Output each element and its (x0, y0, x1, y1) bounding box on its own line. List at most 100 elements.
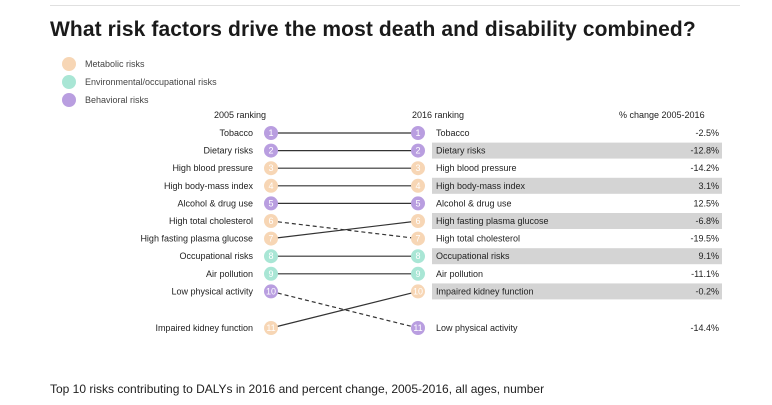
right-rank-label: Dietary risks (436, 146, 486, 156)
left-rank-number: 10 (266, 286, 276, 296)
percent-change-value: 3.1% (698, 181, 719, 191)
legend-item-environmental: Environmental/occupational risks (62, 73, 217, 91)
legend: Metabolic risks Environmental/occupation… (62, 55, 217, 109)
left-rank-circle-5 (264, 196, 278, 211)
legend-item-metabolic: Metabolic risks (62, 55, 217, 73)
top-divider (50, 5, 740, 6)
left-rank-label: Impaired kidney function (155, 323, 253, 333)
right-column-header: 2016 ranking (412, 110, 465, 120)
right-rank-circle-8 (411, 249, 425, 264)
left-rank-circle-11 (264, 321, 278, 335)
left-rank-number: 9 (268, 269, 273, 279)
left-rank-circle-2 (264, 143, 278, 158)
legend-swatch-metabolic (62, 57, 76, 71)
right-rank-number: 2 (415, 146, 420, 156)
right-rank-number: 3 (415, 163, 420, 173)
left-rank-label: Tobacco (219, 128, 253, 138)
left-rank-circle-7 (264, 231, 278, 246)
legend-label: Behavioral risks (85, 95, 149, 105)
left-rank-label: Alcohol & drug use (177, 198, 253, 208)
right-rank-circle-1 (411, 126, 425, 140)
percent-change-value: -11.1% (691, 269, 719, 279)
right-rank-number: 6 (415, 216, 420, 226)
left-rank-label: High fasting plasma glucose (140, 234, 253, 244)
right-rank-label: Air pollution (436, 269, 483, 279)
left-rank-number: 3 (268, 163, 273, 173)
right-rank-number: 11 (413, 323, 422, 333)
row-highlight-6 (432, 213, 722, 229)
right-rank-number: 8 (415, 251, 420, 261)
right-rank-label: Occupational risks (436, 251, 510, 261)
right-rank-label: High fasting plasma glucose (436, 216, 549, 226)
left-rank-circle-1 (264, 126, 278, 140)
right-rank-number: 10 (413, 286, 423, 296)
right-rank-label: Alcohol & drug use (436, 198, 512, 208)
change-column-header: % change 2005-2016 (619, 110, 705, 120)
legend-item-behavioral: Behavioral risks (62, 91, 217, 109)
right-rank-circle-6 (411, 214, 425, 228)
right-rank-number: 9 (415, 269, 420, 279)
chart-caption: Top 10 risks contributing to DALYs in 20… (50, 382, 545, 396)
left-rank-circle-3 (264, 161, 278, 176)
left-rank-label: High blood pressure (172, 163, 253, 173)
right-rank-label: Tobacco (436, 128, 470, 138)
left-rank-number: 4 (268, 181, 273, 191)
percent-change-value: 12.5% (693, 198, 719, 208)
percent-change-value: -2.5% (695, 128, 719, 138)
percent-change-value: 9.1% (698, 251, 719, 261)
left-rank-label: Dietary risks (203, 146, 253, 156)
left-rank-circle-6 (264, 214, 278, 228)
left-rank-number: 5 (268, 198, 273, 208)
right-rank-circle-7 (411, 231, 425, 246)
right-rank-number: 1 (415, 128, 420, 138)
right-rank-circle-10 (411, 284, 425, 299)
left-rank-label: Low physical activity (171, 286, 253, 296)
link-10-to-11 (270, 290, 419, 329)
percent-change-value: -14.4% (690, 323, 719, 333)
right-rank-label: High body-mass index (436, 181, 526, 191)
right-rank-circle-3 (411, 161, 425, 176)
legend-swatch-behavioral (62, 93, 76, 107)
left-rank-number: 11 (266, 323, 275, 333)
legend-label: Metabolic risks (85, 59, 145, 69)
percent-change-value: -14.2% (690, 163, 719, 173)
percent-change-value: -6.8% (695, 216, 719, 226)
right-rank-number: 5 (415, 198, 420, 208)
legend-label: Environmental/occupational risks (85, 77, 217, 87)
percent-change-value: -12.8% (690, 146, 719, 156)
right-rank-circle-11 (411, 321, 425, 335)
row-highlight-8 (432, 248, 722, 265)
right-rank-label: Low physical activity (436, 323, 518, 333)
right-rank-label: High blood pressure (436, 163, 517, 173)
legend-swatch-environmental (62, 75, 76, 89)
left-rank-number: 2 (268, 146, 273, 156)
left-rank-circle-4 (264, 178, 278, 193)
percent-change-value: -0.2% (695, 286, 719, 296)
left-rank-label: Occupational risks (179, 251, 253, 261)
left-rank-number: 8 (268, 251, 273, 261)
right-rank-label: Impaired kidney function (436, 286, 534, 296)
left-rank-number: 6 (268, 216, 273, 226)
left-rank-label: High body-mass index (164, 181, 254, 191)
left-rank-circle-10 (264, 284, 278, 299)
link-11-to-10 (270, 290, 419, 329)
link-7-to-6 (270, 220, 419, 240)
right-rank-number: 7 (415, 234, 420, 244)
left-rank-label: Air pollution (206, 269, 253, 279)
left-rank-label: High total cholesterol (169, 216, 253, 226)
left-column-header: 2005 ranking (214, 110, 267, 120)
right-rank-label: High total cholesterol (436, 234, 520, 244)
right-rank-circle-4 (411, 178, 425, 193)
link-6-to-7 (270, 220, 419, 240)
right-rank-circle-5 (411, 196, 425, 211)
row-highlight-10 (432, 283, 722, 300)
left-rank-circle-9 (264, 266, 278, 281)
right-rank-circle-9 (411, 266, 425, 281)
row-highlight-2 (432, 142, 722, 159)
right-rank-circle-2 (411, 143, 425, 158)
left-rank-circle-8 (264, 249, 278, 264)
row-highlight-4 (432, 177, 722, 194)
chart-title: What risk factors drive the most death a… (50, 18, 696, 41)
right-rank-number: 4 (415, 181, 420, 191)
